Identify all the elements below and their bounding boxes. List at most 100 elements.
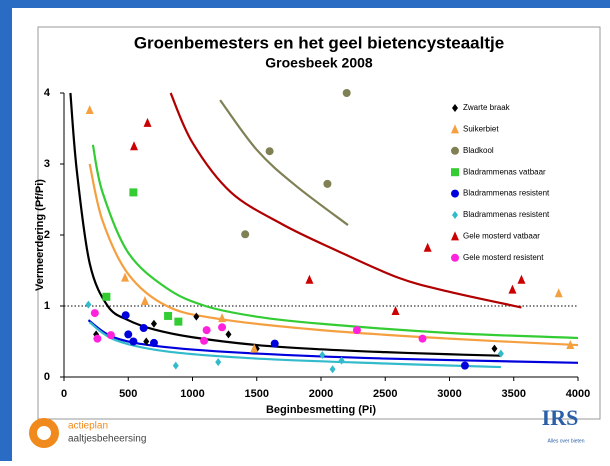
x-tick-label: 4000 xyxy=(566,388,590,400)
point xyxy=(497,349,504,358)
point xyxy=(329,365,336,374)
legend-marker xyxy=(452,211,458,219)
legend-label: Suikerbiet xyxy=(463,125,499,134)
point xyxy=(90,309,99,318)
plot: 0 1 2 3 4 0 500 1000 1500 2000 2500 3000 3500 4000 Zwa… xyxy=(44,87,590,400)
point xyxy=(218,323,227,332)
logo-right-text: IRS xyxy=(542,405,579,430)
chart-frame xyxy=(37,26,601,420)
fit-curve xyxy=(219,99,349,226)
fit-curve xyxy=(87,319,579,364)
point xyxy=(491,344,498,353)
x-tick-label: 500 xyxy=(119,388,137,400)
point xyxy=(150,319,157,328)
point xyxy=(508,284,517,294)
point xyxy=(140,296,149,306)
legend-label: Bladkool xyxy=(463,146,494,155)
logo-left-text: aaltjesbeheersing xyxy=(68,434,146,445)
x-axis-label: Beginbesmetting (Pi) xyxy=(266,404,376,416)
x-tick-label: 0 xyxy=(61,388,67,400)
legend-label: Zwarte braak xyxy=(463,103,511,112)
point xyxy=(270,339,279,348)
y-axis-label: Vermeerdering (Pf/Pi) xyxy=(34,179,46,291)
x-tick-label: 3500 xyxy=(502,388,526,400)
legend-marker xyxy=(451,253,459,262)
point xyxy=(121,272,130,282)
legend-marker xyxy=(451,146,459,155)
y-tick-label: 4 xyxy=(44,87,51,99)
point xyxy=(143,117,152,127)
legend-marker xyxy=(451,231,459,241)
legend-marker xyxy=(452,104,458,112)
logo-left-text: actieplan xyxy=(68,421,108,432)
point xyxy=(93,334,102,343)
y-tick-label: 2 xyxy=(44,229,50,241)
point xyxy=(200,336,209,345)
point xyxy=(149,338,158,347)
point xyxy=(193,312,200,321)
point xyxy=(338,356,345,365)
point xyxy=(241,230,250,239)
legend-label: Gele mosterd vatbaar xyxy=(463,232,540,241)
point xyxy=(124,330,133,339)
point xyxy=(143,337,150,346)
point xyxy=(342,89,351,97)
point xyxy=(164,311,173,320)
left-border xyxy=(0,0,12,461)
point xyxy=(423,242,432,252)
x-tick-label: 1500 xyxy=(245,388,269,400)
point xyxy=(391,305,400,315)
point xyxy=(202,326,211,335)
point xyxy=(323,179,332,188)
point xyxy=(218,313,227,323)
legend-marker xyxy=(451,124,459,134)
x-tick-label: 2000 xyxy=(309,388,333,400)
point xyxy=(554,288,563,298)
point xyxy=(460,361,469,370)
logo-left-icon xyxy=(37,426,51,440)
x-tick-label: 1000 xyxy=(180,388,204,400)
point xyxy=(352,326,361,335)
point xyxy=(85,300,92,309)
point xyxy=(174,317,183,326)
logo-right-sub: Alles over bieten xyxy=(548,438,585,444)
chart-subtitle: Groesbeek 2008 xyxy=(265,55,373,71)
point xyxy=(566,340,575,350)
x-tick-label: 3000 xyxy=(437,388,461,400)
legend-label: Gele mosterd resistent xyxy=(463,253,544,262)
point xyxy=(106,331,115,340)
point xyxy=(305,274,314,284)
legend-label: Bladrammenas vatbaar xyxy=(463,167,546,176)
fit-curve xyxy=(88,163,579,347)
point xyxy=(121,311,130,320)
point xyxy=(517,274,526,284)
legend-marker xyxy=(451,189,459,198)
chart-title: Groenbemesters en het geel bietencysteaa… xyxy=(134,33,504,52)
point xyxy=(139,324,148,333)
point xyxy=(172,361,179,370)
point xyxy=(102,292,111,301)
top-border xyxy=(0,0,610,8)
fit-curve xyxy=(69,92,501,357)
legend-label: Bladrammenas resistent xyxy=(463,210,550,219)
point xyxy=(129,337,138,346)
point xyxy=(85,105,94,115)
point xyxy=(129,188,138,197)
y-tick-label: 3 xyxy=(44,158,50,170)
y-tick-label: 1 xyxy=(44,300,50,312)
point xyxy=(418,334,427,343)
y-tick-label: 0 xyxy=(44,371,50,383)
legend-marker xyxy=(451,168,459,177)
point xyxy=(265,147,274,156)
point xyxy=(225,330,232,339)
fit-curve xyxy=(169,92,522,309)
x-tick-label: 2500 xyxy=(373,388,397,400)
fit-curve xyxy=(89,321,501,369)
fit-curve xyxy=(91,144,579,340)
point xyxy=(319,350,326,359)
point xyxy=(130,141,139,151)
point xyxy=(215,358,222,367)
point xyxy=(250,343,259,353)
legend-label: Bladrammenas resistent xyxy=(463,189,550,198)
